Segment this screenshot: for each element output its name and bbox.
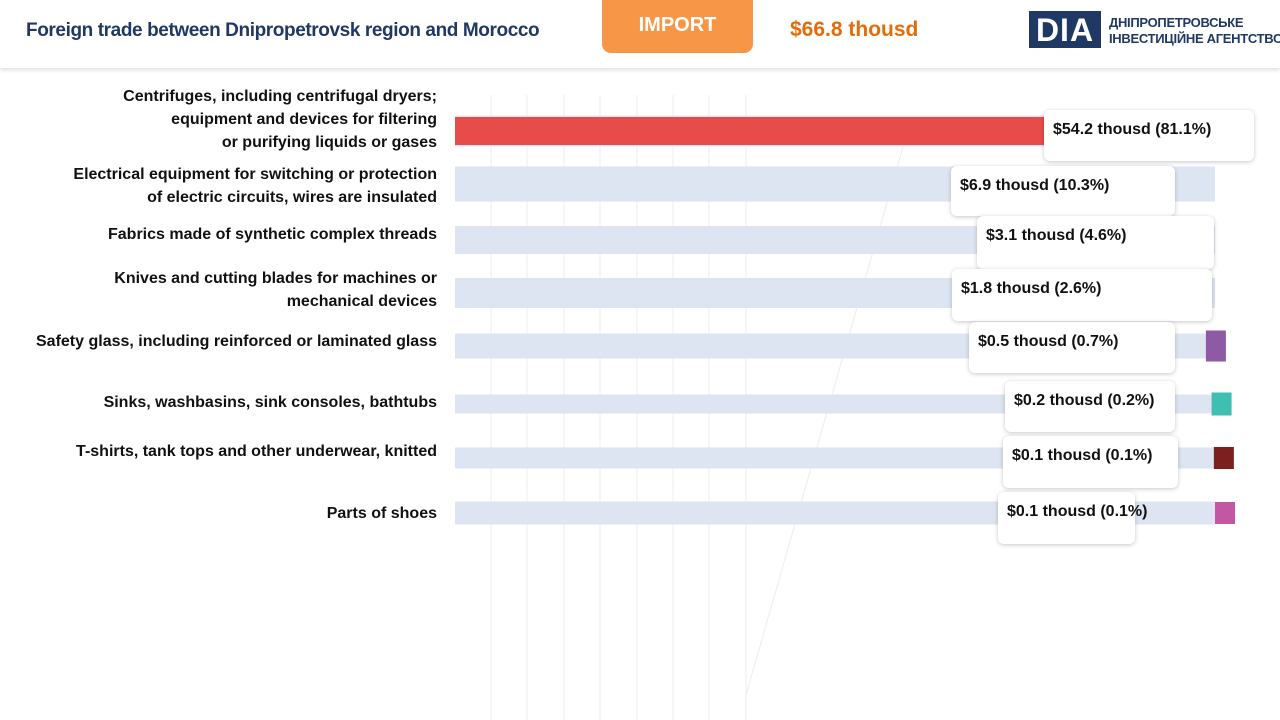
category-label-line: of electric circuits, wires are insulate… bbox=[147, 189, 437, 206]
data-label: $54.2 thousd (81.1%) bbox=[1044, 110, 1254, 161]
dia-logo: DIA ДНІПРОПЕТРОВСЬКЕ ІНВЕСТИЦІЙНЕ АГЕНТС… bbox=[1029, 11, 1280, 51]
data-label: $0.2 thousd (0.2%) bbox=[1005, 381, 1175, 432]
category-label: Safety glass, including reinforced or la… bbox=[36, 330, 437, 353]
category-label-line: Parts of shoes bbox=[326, 505, 437, 522]
data-label: $0.1 thousd (0.1%) bbox=[1003, 436, 1178, 488]
category-label-line: Electrical equipment for switching or pr… bbox=[73, 166, 437, 183]
bar bbox=[1211, 392, 1232, 416]
category-label-line: Knives and cutting blades for machines o… bbox=[114, 270, 437, 287]
category-label: Knives and cutting blades for machines o… bbox=[114, 267, 437, 313]
bar bbox=[1205, 330, 1226, 362]
category-label-line: Safety glass, including reinforced or la… bbox=[36, 333, 437, 350]
bar bbox=[1215, 502, 1235, 524]
category-label-line: Fabrics made of synthetic complex thread… bbox=[108, 226, 437, 243]
category-label-line: Centrifuges, including centrifugal dryer… bbox=[123, 88, 437, 105]
category-label: Fabrics made of synthetic complex thread… bbox=[108, 223, 437, 246]
category-label: T-shirts, tank tops and other underwear,… bbox=[76, 440, 437, 463]
page-title: Foreign trade between Dnipropetrovsk reg… bbox=[26, 20, 540, 41]
category-label-line: Sinks, washbasins, sink consoles, bathtu… bbox=[103, 394, 437, 411]
import-button[interactable]: IMPORT bbox=[602, 0, 753, 53]
category-label: Sinks, washbasins, sink consoles, bathtu… bbox=[104, 391, 437, 414]
category-label-line: mechanical devices bbox=[286, 293, 437, 310]
logo-line-2: ІНВЕСТИЦІЙНЕ АГЕНТСТВО bbox=[1109, 31, 1280, 46]
category-label-line: or purifying liquids or gases bbox=[221, 134, 437, 151]
header: Foreign trade between Dnipropetrovsk reg… bbox=[0, 0, 1280, 68]
import-total: $66.8 thousd bbox=[790, 18, 919, 41]
category-label: Parts of shoes bbox=[327, 502, 437, 525]
category-label-line: equipment and devices for filtering bbox=[171, 111, 437, 128]
data-label: $1.8 thousd (2.6%) bbox=[952, 269, 1212, 321]
data-label: $6.9 thousd (10.3%) bbox=[951, 166, 1175, 216]
bar bbox=[455, 117, 1072, 145]
data-label: $3.1 thousd (4.6%) bbox=[977, 216, 1214, 269]
logo-line-1: ДНІПРОПЕТРОВСЬКЕ bbox=[1109, 15, 1244, 30]
category-label: Electrical equipment for switching or pr… bbox=[73, 163, 437, 209]
logo-mark: DIA bbox=[1029, 11, 1101, 48]
data-label: $0.5 thousd (0.7%) bbox=[969, 322, 1175, 373]
data-label: $0.1 thousd (0.1%) bbox=[998, 492, 1147, 544]
category-label: Centrifuges, including centrifugal dryer… bbox=[123, 85, 437, 154]
category-label-line: T-shirts, tank tops and other underwear,… bbox=[76, 443, 437, 460]
logo-text: ДНІПРОПЕТРОВСЬКЕ ІНВЕСТИЦІЙНЕ АГЕНТСТВО bbox=[1109, 15, 1280, 47]
decorative-line bbox=[745, 139, 906, 696]
bar bbox=[1213, 447, 1234, 469]
